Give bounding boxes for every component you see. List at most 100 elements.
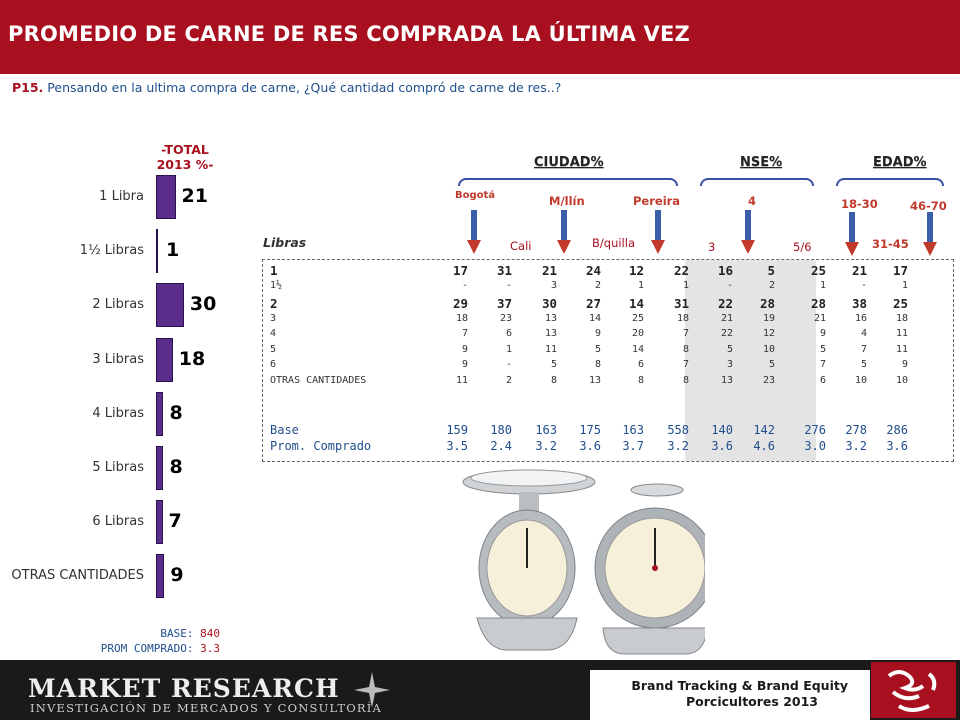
- table-cell: 3.6: [711, 439, 733, 453]
- bar-value-label: 1: [166, 239, 180, 262]
- table-cell: 22: [720, 328, 733, 339]
- table-cell: 2: [505, 374, 512, 386]
- table-row: Base 159 180 163 175 163 558 140 142 276 278 286: [270, 423, 950, 437]
- table-cell: 163: [535, 423, 557, 437]
- table-cell: 10: [854, 374, 867, 386]
- table-cell: 16: [854, 312, 867, 324]
- table-cell: 24: [585, 263, 601, 278]
- table-cell: 13: [544, 312, 557, 324]
- table-cell: 3.7: [622, 439, 644, 453]
- table-row: 5 9 1 11 5 14 8 5 10 5 7 11: [270, 344, 950, 357]
- bar-category-label: 5 Libras: [92, 460, 144, 475]
- table-cell: -: [860, 280, 867, 291]
- table-cell: 11: [544, 343, 557, 355]
- bar-category-label: 2 Libras: [92, 297, 144, 313]
- table-cell: 29: [452, 295, 468, 311]
- col-label-bogota: Bogotá: [455, 190, 496, 201]
- table-cell: 1: [819, 280, 826, 291]
- table-cell: 11: [895, 328, 908, 339]
- bar-category-label: 4 Libras: [92, 405, 144, 421]
- table-cell: 2: [768, 280, 775, 291]
- table-row: 3 18 23 13 14 25 18 21 19 21 16 18: [270, 313, 950, 326]
- table-cell: 20: [631, 328, 644, 339]
- table-cell: 23: [499, 312, 512, 324]
- bar-value-label: 21: [181, 185, 208, 207]
- footer-brand: MARKET RESEARCH: [28, 674, 340, 703]
- table-cell: 25: [631, 312, 644, 324]
- table-cell: 9: [901, 359, 908, 370]
- footer: MARKET RESEARCH INVESTIGACIÓN DE MERCADO…: [0, 660, 960, 720]
- nse-shade: [685, 260, 816, 461]
- table-cell: 1: [637, 280, 644, 291]
- base-line: BASE: 840: [60, 627, 220, 640]
- table-cell: 5: [726, 343, 733, 355]
- bar-value-label: 9: [170, 564, 184, 587]
- table-cell: 9: [819, 328, 826, 339]
- table-cell: -: [461, 280, 468, 291]
- footer-tag-line1: Brand Tracking & Brand Equity: [631, 678, 848, 693]
- table-cell: 13: [544, 328, 557, 339]
- table-cell: 12: [628, 263, 644, 278]
- table-cell: -: [726, 280, 733, 291]
- table-cell: 19: [762, 312, 775, 324]
- table-cell: 6: [819, 374, 826, 386]
- table-cell: 2: [594, 280, 601, 291]
- table-cell: 1: [682, 280, 689, 291]
- bar-category-label: 1 Libra: [99, 189, 144, 204]
- base-value: 840: [200, 627, 220, 640]
- bar-value-label: 8: [169, 456, 183, 478]
- bar-value-label: 8: [169, 401, 183, 424]
- table-cell: 37: [496, 295, 512, 311]
- table-row-label: 2: [270, 295, 278, 311]
- table-cell: -: [505, 280, 512, 291]
- group-header-ciudad: CIUDAD%: [534, 155, 604, 170]
- compass-icon: [354, 672, 390, 708]
- table-row: Prom. Comprado 3.5 2.4 3.2 3.6 3.7 3.2 3.6 4.6 3.…: [270, 439, 950, 453]
- table-cell: 7: [682, 328, 689, 339]
- table-row-label: 4: [270, 328, 277, 339]
- table-cell: 8: [550, 374, 557, 386]
- table-row-label: 6: [270, 359, 277, 370]
- group-header-edad: EDAD%: [873, 155, 927, 170]
- table-cell: 38: [851, 295, 867, 311]
- table-cell: 21: [813, 312, 826, 324]
- col-label-46-70: 46-70: [910, 199, 947, 213]
- table-cell: 21: [851, 263, 867, 278]
- table-cell: 25: [892, 295, 908, 311]
- table-cell: 14: [628, 295, 644, 311]
- table-cell: 6: [637, 359, 644, 370]
- table-row-label: Base: [270, 423, 299, 437]
- table-cell: 3: [726, 359, 733, 370]
- table-cell: 5: [550, 359, 557, 370]
- scale-right: [594, 483, 705, 655]
- total-header: -TOTAL 2013 %-: [150, 142, 220, 172]
- table-cell: 30: [541, 295, 557, 311]
- page-title: PROMEDIO DE CARNE DE RES COMPRADA LA ÚLT…: [8, 22, 690, 46]
- brace-nse: [700, 178, 814, 186]
- table-cell: 3.6: [886, 439, 908, 453]
- table-cell: 10: [895, 374, 908, 386]
- brace-ciudad: [458, 178, 678, 186]
- scales-illustration: [462, 469, 705, 655]
- table-cell: 3.2: [845, 439, 867, 453]
- bar: [156, 554, 165, 599]
- table-cell: 21: [541, 263, 557, 278]
- table-cell: 180: [490, 423, 512, 437]
- bar: [156, 446, 164, 490]
- table-cell: 12: [762, 328, 775, 339]
- bar-value-label: 7: [168, 510, 182, 533]
- table-cell: 3.2: [667, 439, 689, 453]
- table-cell: 28: [759, 295, 775, 311]
- table-cell: 5: [768, 359, 775, 370]
- table-cell: 3.2: [535, 439, 557, 453]
- table-cell: 286: [886, 423, 908, 437]
- col-label-18-30: 18-30: [841, 197, 878, 211]
- col-label-cali: Cali: [510, 239, 532, 253]
- table-cell: 14: [588, 312, 601, 324]
- col-label-medellin: M/llín: [549, 194, 585, 208]
- table-cell: 9: [461, 343, 468, 355]
- col-label-31-45: 31-45: [872, 237, 909, 251]
- table-cell: 5: [860, 359, 867, 370]
- bar-value-label: 30: [189, 293, 217, 316]
- table-cell: 6: [505, 328, 512, 339]
